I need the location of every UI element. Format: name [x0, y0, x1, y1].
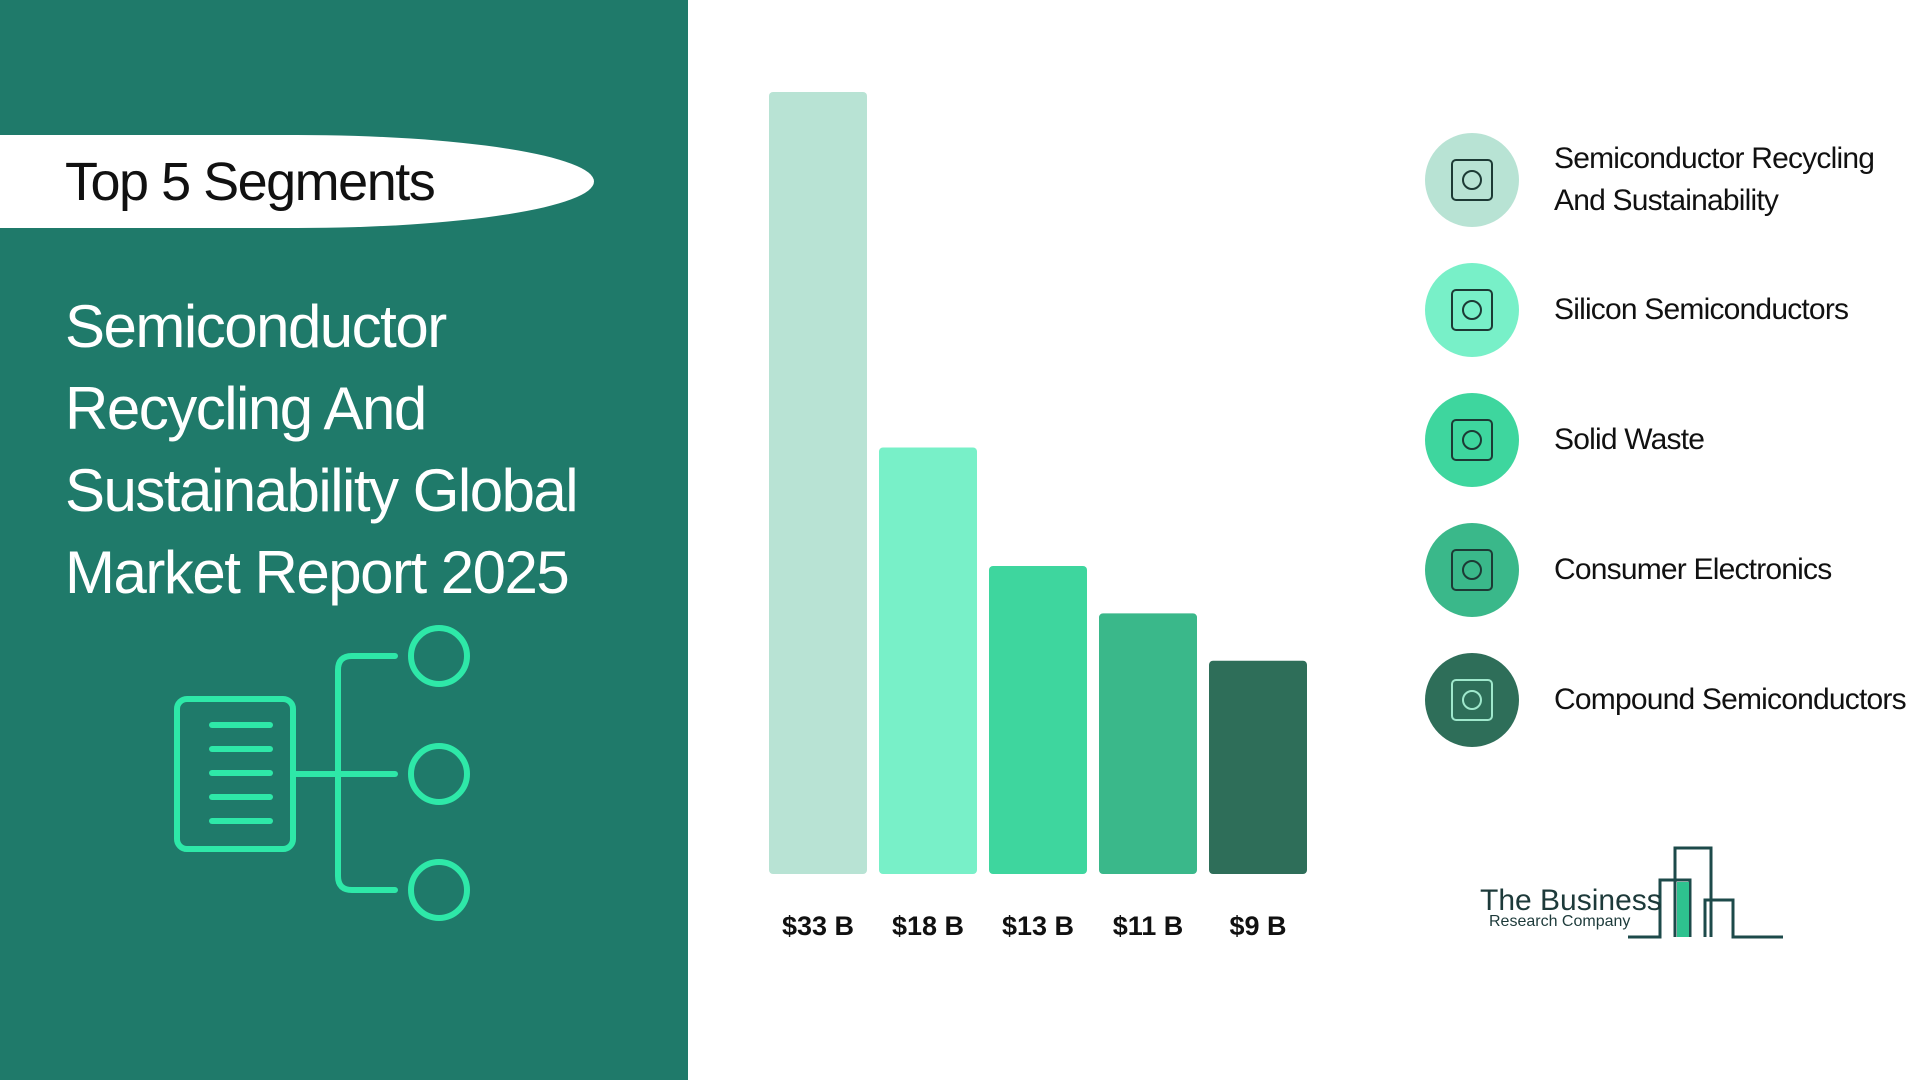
legend-icon	[1451, 159, 1493, 201]
bar	[879, 447, 977, 874]
icon-shape	[1451, 679, 1493, 721]
legend-swatch	[1425, 393, 1519, 487]
bar	[1209, 660, 1307, 874]
bar	[769, 92, 867, 874]
legend-swatch	[1425, 523, 1519, 617]
legend-label: Solid Waste	[1554, 423, 1705, 456]
logo-shape	[1628, 878, 1692, 939]
legend-label: Compound Semiconductors	[1554, 683, 1907, 716]
icon-shape	[1462, 430, 1482, 450]
tree-node	[408, 743, 470, 805]
legend-icon	[1451, 679, 1493, 721]
logo-text: The Business	[1480, 884, 1662, 917]
icon-shape	[1451, 289, 1493, 331]
legend-icon	[1451, 419, 1493, 461]
legend-swatch	[1425, 263, 1519, 357]
legend-swatch	[1425, 653, 1519, 747]
icon-shape	[1462, 300, 1482, 320]
legend-swatch	[1425, 133, 1519, 227]
value-label: $33 B	[782, 911, 854, 941]
badge: Top 5 Segments	[0, 135, 594, 228]
logo-shape	[1703, 898, 1783, 939]
value-label: $9 B	[1229, 911, 1286, 941]
bar	[989, 565, 1087, 874]
icon-shape	[1451, 419, 1493, 461]
illustration	[174, 625, 470, 921]
tree-node	[408, 859, 470, 921]
logo-shape	[1677, 882, 1689, 937]
logo-shape	[1673, 846, 1713, 937]
value-label: $13 B	[1002, 911, 1074, 941]
icon-shape	[1462, 690, 1482, 710]
icon-shape	[1451, 549, 1493, 591]
bar	[1099, 613, 1197, 874]
chart-title: Semiconductor Recycling And Sustainabili…	[65, 293, 579, 606]
legend-icon	[1451, 549, 1493, 591]
badge-text: Top 5 Segments	[65, 151, 436, 212]
value-label: $11 B	[1113, 911, 1184, 941]
legend-label: Semiconductor Recycling And Sustainabili…	[1554, 142, 1875, 217]
tree-line	[335, 653, 398, 893]
legend-label: Silicon Semiconductors	[1554, 293, 1849, 326]
tree-node	[408, 625, 470, 687]
value-label: $18 B	[892, 911, 964, 941]
icon-shape	[1462, 170, 1482, 190]
icon-shape	[1451, 159, 1493, 201]
logo	[1628, 846, 1783, 939]
logo-text: Research Company	[1489, 913, 1630, 930]
legend-label: Consumer Electronics	[1554, 553, 1832, 586]
icon-shape	[1462, 560, 1482, 580]
legend-icon	[1451, 289, 1493, 331]
